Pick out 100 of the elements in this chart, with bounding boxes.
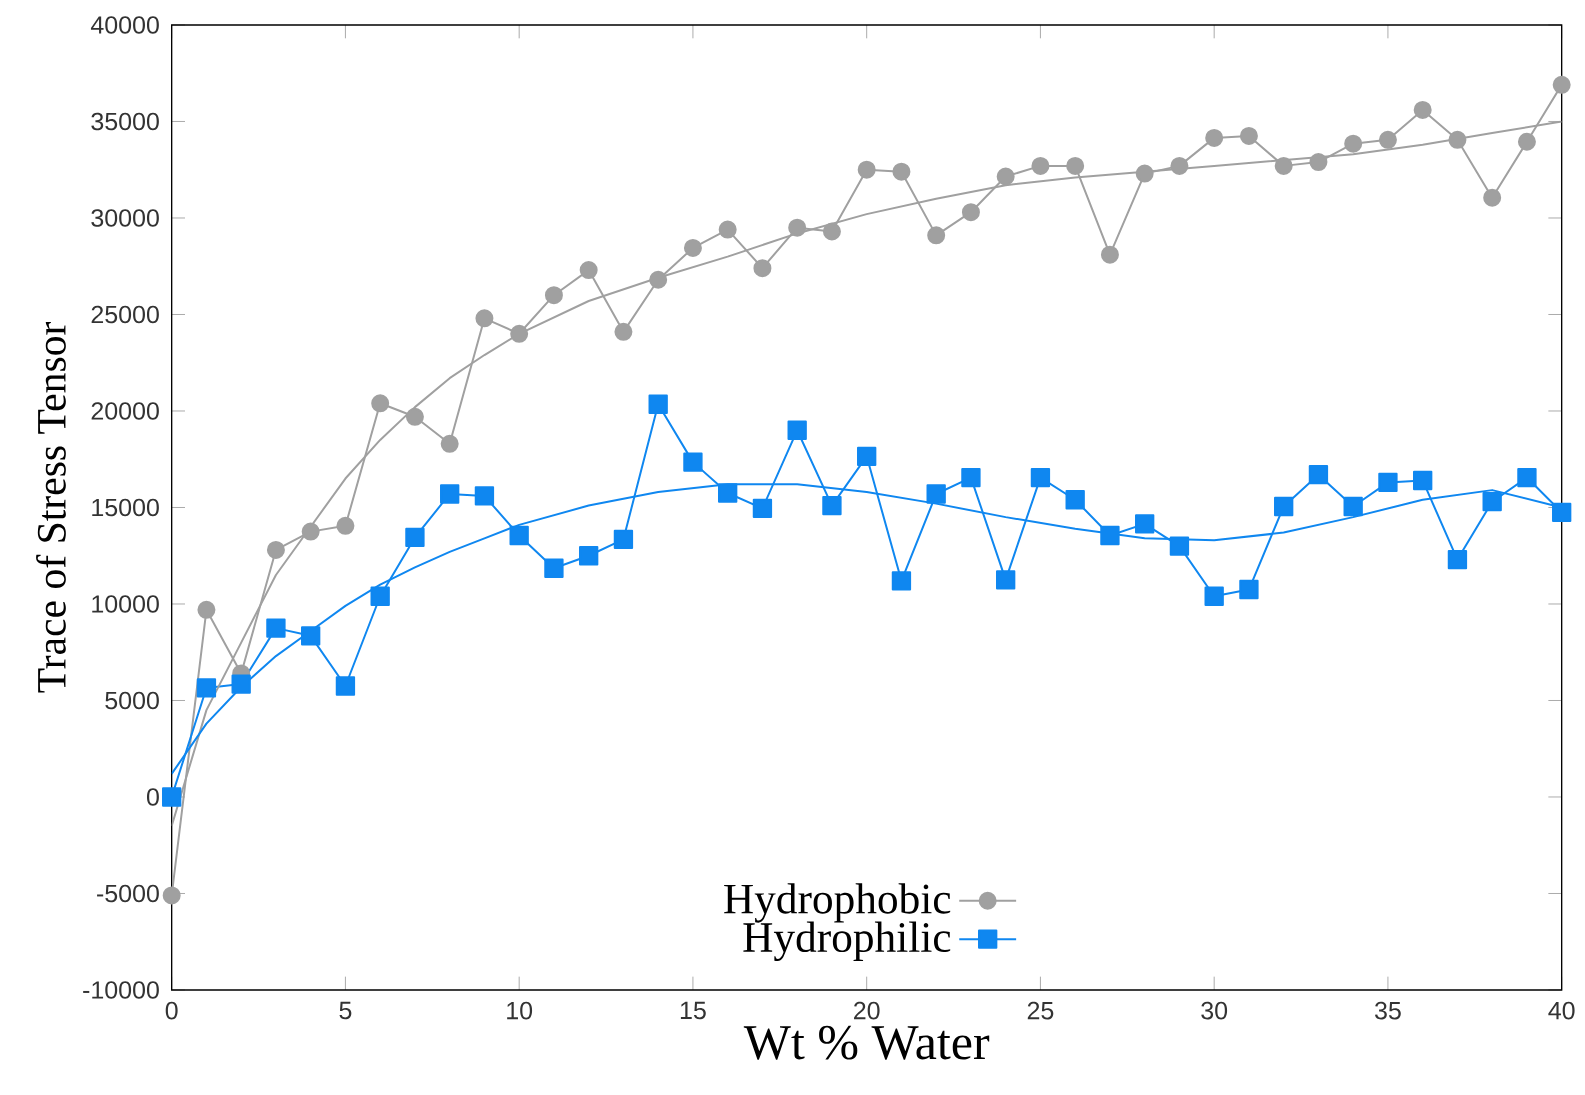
- x-tick-label: 5: [339, 1001, 352, 1020]
- point: [197, 600, 216, 619]
- point: [1343, 496, 1363, 517]
- point: [614, 322, 633, 341]
- point: [787, 420, 807, 440]
- point: [1100, 245, 1119, 264]
- point: [1308, 465, 1329, 485]
- point: [1239, 126, 1258, 145]
- y-tick-label: 10000: [92, 595, 159, 613]
- point: [371, 394, 390, 413]
- y-tick-label: 0: [146, 788, 159, 806]
- point: [475, 309, 494, 328]
- point: [1031, 156, 1050, 175]
- point: [1204, 586, 1224, 606]
- point: [579, 261, 598, 280]
- point: [996, 167, 1015, 186]
- point: [405, 527, 425, 548]
- point: [510, 324, 529, 343]
- point: [1447, 549, 1468, 570]
- point: [683, 238, 702, 257]
- point: [1448, 130, 1467, 149]
- x-axis-title: Wt % Water: [743, 1025, 990, 1060]
- y-tick-label: 20000: [91, 402, 159, 420]
- point: [613, 529, 634, 549]
- point: [961, 467, 981, 488]
- point: [753, 259, 772, 278]
- y-axis-title: Trace of Stress Tensor: [36, 321, 66, 693]
- point: [1482, 492, 1502, 512]
- point: [891, 571, 912, 591]
- point: [231, 674, 251, 694]
- point: [1413, 100, 1432, 119]
- point: [370, 586, 390, 606]
- point: [857, 446, 877, 466]
- y-tick-label: -5000: [97, 884, 159, 903]
- point: [1517, 467, 1537, 488]
- point: [405, 407, 424, 426]
- x-tick-label: 25: [1027, 1001, 1054, 1020]
- point: [822, 495, 842, 516]
- point: [1065, 490, 1085, 510]
- point: [266, 618, 286, 638]
- point: [1309, 153, 1328, 172]
- point: [1066, 156, 1085, 175]
- x-tick-label: 30: [1201, 1001, 1228, 1020]
- point: [1135, 514, 1155, 534]
- point: [961, 203, 980, 222]
- point: [196, 678, 217, 698]
- y-tick-label: 5000: [105, 691, 159, 710]
- point: [1205, 128, 1224, 147]
- point: [1517, 132, 1536, 151]
- y-tick-label: 30000: [91, 209, 159, 227]
- y-tick-label: 25000: [91, 305, 159, 324]
- point: [648, 394, 668, 414]
- point: [926, 484, 946, 504]
- point: [474, 486, 495, 506]
- point: [1274, 496, 1294, 517]
- point: [1552, 75, 1571, 94]
- x-tick-label: 20: [854, 1001, 880, 1020]
- point: [266, 540, 285, 559]
- point: [336, 516, 355, 535]
- point: [788, 218, 807, 237]
- point: [1378, 130, 1397, 149]
- point: [752, 498, 773, 519]
- x-tick-label: 35: [1374, 1001, 1401, 1020]
- point: [162, 787, 182, 807]
- point: [1344, 134, 1363, 153]
- point: [1135, 164, 1154, 183]
- point: [1552, 502, 1572, 522]
- point: [1239, 579, 1259, 600]
- point: [1030, 467, 1051, 488]
- point: [301, 522, 320, 541]
- point: [1483, 188, 1502, 207]
- point: [857, 160, 876, 179]
- point: [162, 886, 181, 905]
- y-tick-label: 15000: [92, 498, 159, 517]
- point: [509, 525, 529, 546]
- point: [1378, 472, 1398, 493]
- point: [1274, 156, 1293, 175]
- point: [579, 546, 599, 566]
- point: [718, 483, 738, 503]
- point: [822, 222, 841, 241]
- point: [927, 226, 946, 245]
- point: [1169, 536, 1190, 556]
- legend-label: Hydrophilic: [743, 921, 951, 962]
- point: [683, 452, 703, 472]
- x-tick-label: 10: [507, 1001, 533, 1020]
- point: [1100, 525, 1120, 546]
- point: [718, 220, 737, 239]
- y-tick-label: 35000: [91, 112, 159, 131]
- point: [649, 270, 668, 289]
- y-tick-label: -10000: [83, 981, 159, 999]
- point: [440, 484, 460, 504]
- x-tick-label: 0: [165, 1001, 178, 1020]
- point: [892, 162, 911, 181]
- x-tick-label: 15: [680, 1001, 706, 1020]
- y-tick-label: 40000: [90, 16, 159, 34]
- point: [1170, 156, 1189, 175]
- x-tick-label: 40: [1548, 1001, 1575, 1020]
- point: [1413, 470, 1433, 491]
- point: [301, 626, 321, 646]
- point: [335, 676, 356, 696]
